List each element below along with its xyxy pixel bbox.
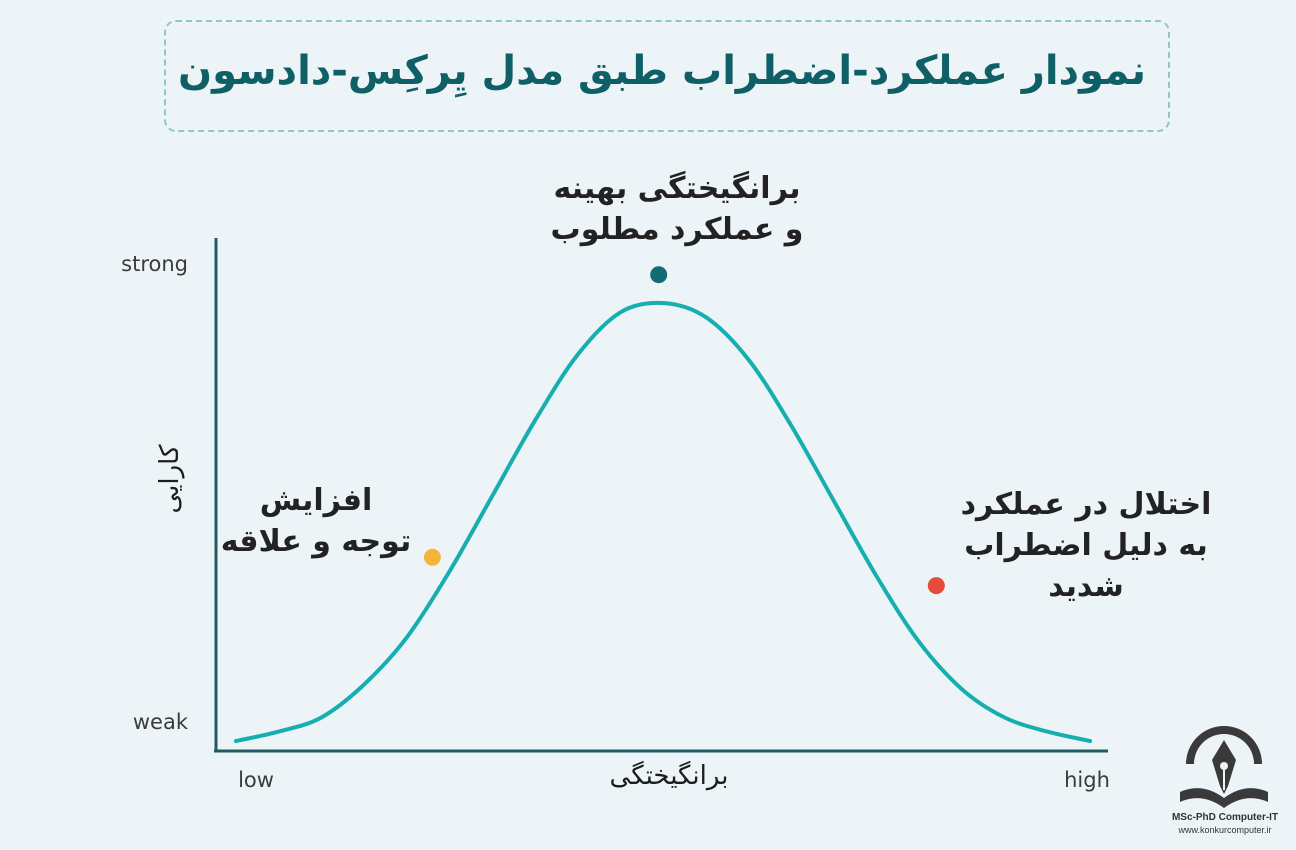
y-tick-strong: strong: [121, 252, 188, 276]
annotation-peak-line-2: و عملکرد مطلوب: [550, 212, 804, 247]
annotation-low-line-2: توجه و علاقه: [220, 524, 412, 559]
logo-site: www.konkurcomputer.ir: [1178, 825, 1272, 835]
y-axis-label: کارایی: [155, 444, 185, 514]
logo-icon: [1180, 726, 1268, 808]
x-axis-label: برانگیختگی: [609, 761, 729, 791]
x-tick-high: high: [1064, 768, 1110, 792]
annotation-low: افزایش توجه و علاقه: [216, 480, 416, 562]
chart-title: نمودار عملکرد-اضطراب طبق مدل یِرکِس-دادس…: [177, 48, 1146, 94]
performance-curve: [234, 300, 1092, 743]
point-high: [927, 577, 945, 595]
annotation-low-line-1: افزایش: [259, 483, 373, 518]
point-peak: [650, 266, 668, 284]
title-box: نمودار عملکرد-اضطراب طبق مدل یِرکِس-دادس…: [164, 20, 1170, 132]
annotation-high: اختلال در عملکرد به دلیل اضطراب شدید: [946, 484, 1226, 607]
x-tick-low: low: [238, 768, 274, 792]
logo-name: MSc-PhD Computer-IT: [1171, 812, 1279, 823]
annotation-peak: برانگیختگی بهینه و عملکرد مطلوب: [522, 168, 832, 250]
annotation-high-line-1: اختلال در عملکرد: [960, 487, 1212, 522]
annotation-high-line-2: به دلیل اضطراب: [964, 528, 1208, 563]
point-low: [423, 548, 441, 566]
logo-text: MSc-PhD Computer-IT www.konkurcomputer.i…: [1160, 812, 1290, 836]
annotation-peak-line-1: برانگیختگی بهینه: [553, 171, 801, 206]
y-tick-weak: weak: [133, 710, 189, 734]
annotation-high-line-3: شدید: [1048, 569, 1124, 604]
